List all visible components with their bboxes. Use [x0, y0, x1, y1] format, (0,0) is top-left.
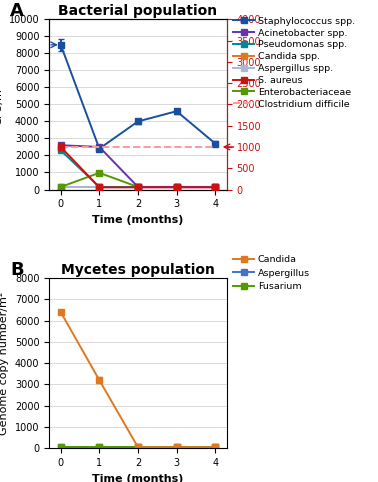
Y-axis label: CFU/m²: CFU/m²: [0, 84, 3, 125]
X-axis label: Time (months): Time (months): [92, 473, 184, 482]
X-axis label: Time (months): Time (months): [92, 215, 184, 225]
Title: Bacterial population: Bacterial population: [59, 4, 217, 18]
Legend: Staphylococcus spp., Acinetobacter spp., Pseudomonas spp., Candida spp., Aspergi: Staphylococcus spp., Acinetobacter spp.,…: [233, 17, 355, 108]
Legend: Candida, Aspergillus, Fusarium: Candida, Aspergillus, Fusarium: [233, 255, 310, 291]
Text: A: A: [10, 2, 24, 20]
Y-axis label: Genome copy number/m²: Genome copy number/m²: [0, 292, 9, 435]
Text: B: B: [10, 261, 24, 279]
Title: Mycetes population: Mycetes population: [61, 263, 215, 277]
